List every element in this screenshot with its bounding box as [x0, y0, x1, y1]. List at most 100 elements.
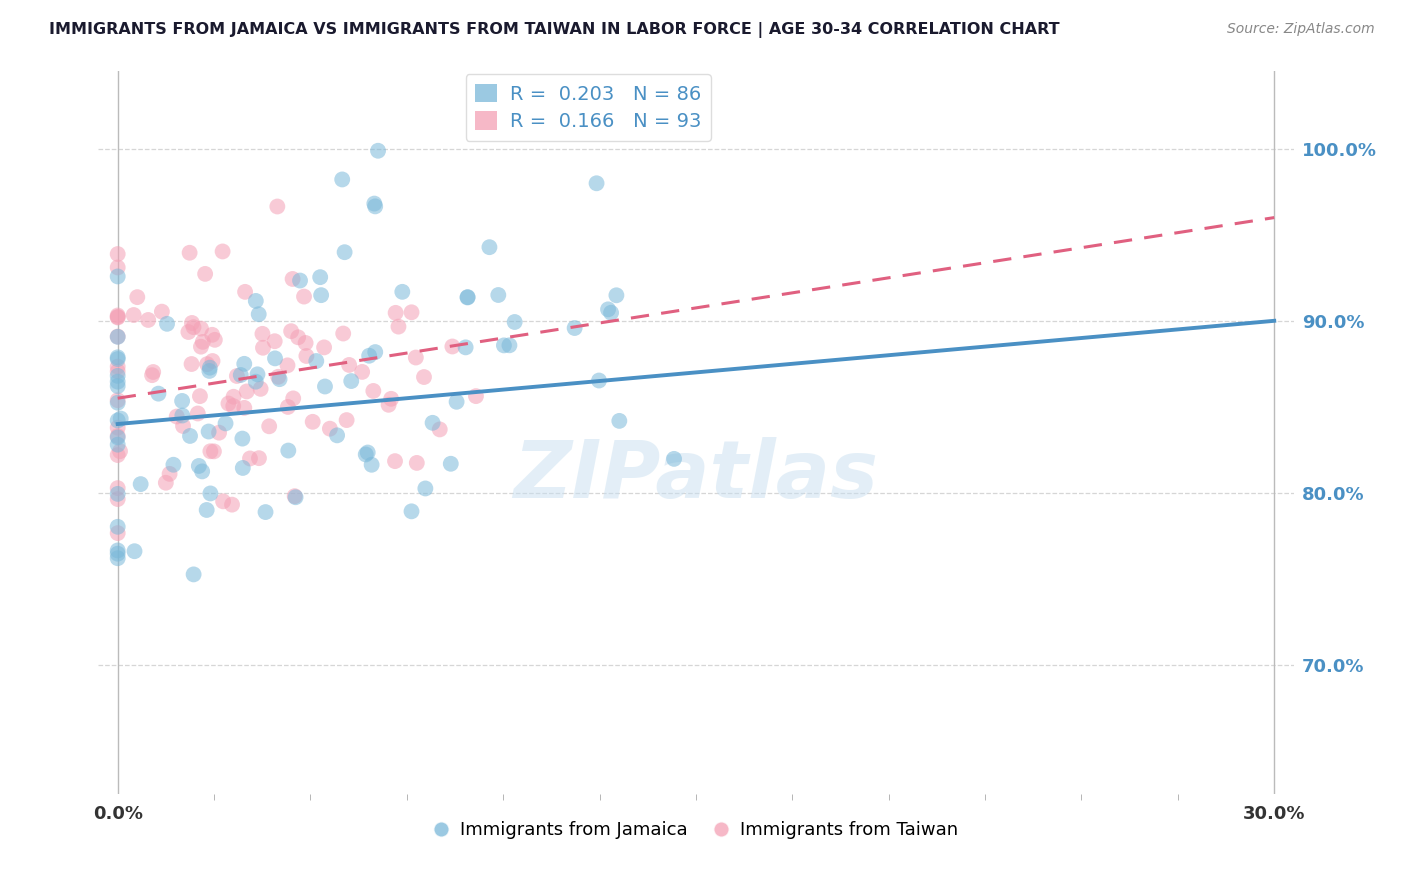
Point	[202, 444, 225, 458]
Point	[288, 274, 311, 288]
Point	[281, 272, 304, 286]
Legend: Immigrants from Jamaica, Immigrants from Taiwan: Immigrants from Jamaica, Immigrants from…	[427, 814, 965, 847]
Point	[662, 451, 685, 466]
Point	[233, 285, 256, 299]
Point	[284, 490, 307, 504]
Point	[129, 477, 152, 491]
Point	[276, 359, 298, 373]
Point	[191, 334, 214, 349]
Point	[107, 413, 129, 427]
Point	[141, 368, 163, 383]
Point	[107, 526, 129, 541]
Point	[107, 393, 129, 408]
Point	[267, 369, 290, 384]
Point	[107, 487, 129, 501]
Point	[377, 398, 399, 412]
Point	[198, 360, 221, 375]
Point	[188, 389, 211, 403]
Point	[605, 288, 627, 302]
Point	[269, 372, 291, 386]
Point	[107, 551, 129, 566]
Point	[363, 196, 385, 211]
Point	[457, 290, 479, 304]
Point	[107, 448, 129, 462]
Point	[180, 357, 202, 371]
Point	[352, 365, 374, 379]
Point	[172, 393, 194, 408]
Point	[159, 467, 181, 481]
Point	[441, 339, 464, 353]
Point	[142, 365, 165, 379]
Point	[413, 370, 436, 384]
Point	[454, 340, 477, 354]
Point	[107, 351, 129, 365]
Point	[190, 321, 212, 335]
Point	[107, 491, 129, 506]
Point	[326, 428, 349, 442]
Point	[364, 199, 387, 213]
Point	[588, 374, 610, 388]
Point	[136, 313, 159, 327]
Point	[107, 430, 129, 444]
Point	[359, 349, 381, 363]
Point	[415, 482, 437, 496]
Point	[294, 335, 316, 350]
Point	[155, 475, 177, 490]
Point	[107, 352, 129, 367]
Point	[200, 444, 222, 458]
Point	[107, 379, 129, 393]
Point	[127, 290, 149, 304]
Point	[380, 392, 402, 406]
Point	[108, 444, 131, 458]
Point	[208, 425, 231, 440]
Point	[107, 547, 129, 561]
Point	[107, 520, 129, 534]
Point	[252, 326, 274, 341]
Point	[187, 458, 209, 473]
Point	[247, 451, 270, 466]
Point	[107, 359, 129, 374]
Point	[107, 364, 129, 378]
Point	[332, 326, 354, 341]
Point	[266, 200, 288, 214]
Point	[107, 543, 129, 558]
Point	[222, 399, 245, 413]
Point	[222, 390, 245, 404]
Point	[190, 340, 212, 354]
Point	[600, 306, 623, 320]
Point	[181, 316, 204, 330]
Point	[401, 504, 423, 518]
Point	[337, 358, 360, 372]
Point	[305, 354, 328, 368]
Point	[177, 325, 200, 339]
Point	[340, 374, 363, 388]
Point	[107, 437, 129, 451]
Point	[263, 334, 285, 349]
Point	[172, 419, 194, 434]
Point	[122, 308, 145, 322]
Point	[162, 458, 184, 472]
Point	[201, 354, 224, 368]
Point	[107, 310, 129, 324]
Point	[249, 382, 271, 396]
Point	[187, 407, 209, 421]
Point	[229, 368, 252, 382]
Point	[247, 307, 270, 321]
Point	[277, 400, 299, 414]
Point	[585, 176, 607, 190]
Point	[197, 425, 219, 439]
Point	[264, 351, 287, 366]
Text: Source: ZipAtlas.com: Source: ZipAtlas.com	[1227, 22, 1375, 37]
Point	[465, 389, 488, 403]
Point	[107, 269, 129, 284]
Point	[330, 172, 353, 186]
Point	[457, 290, 479, 304]
Point	[198, 364, 221, 378]
Point	[314, 340, 336, 354]
Point	[195, 357, 218, 371]
Point	[314, 379, 336, 393]
Point	[201, 327, 224, 342]
Point	[107, 420, 129, 434]
Point	[183, 567, 205, 582]
Point	[429, 422, 451, 436]
